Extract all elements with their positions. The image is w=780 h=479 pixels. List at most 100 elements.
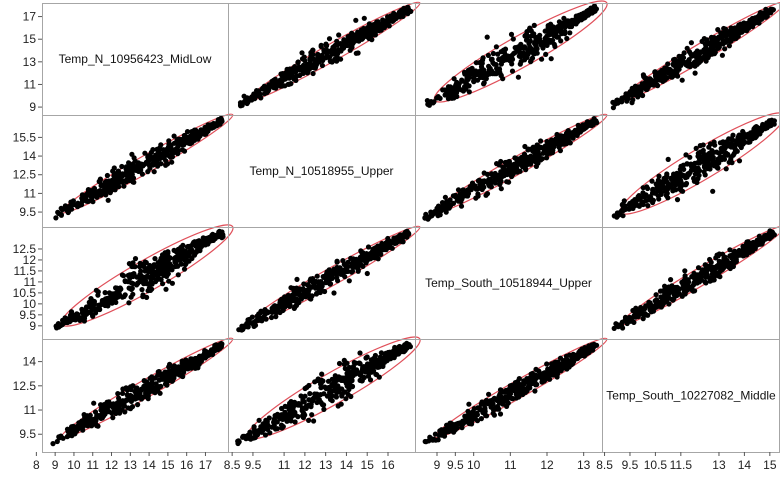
point: [547, 31, 553, 38]
point: [673, 187, 679, 193]
point: [82, 313, 88, 319]
point: [479, 399, 485, 405]
point: [357, 350, 363, 356]
point: [554, 131, 560, 138]
point: [535, 151, 542, 157]
point: [534, 46, 540, 52]
point: [624, 98, 630, 104]
point: [295, 414, 301, 420]
point: [338, 56, 344, 62]
point: [548, 371, 554, 377]
point: [723, 141, 729, 147]
points-temp-n-10518955-upper-vs-temp-n-10956423-midlow: [53, 115, 225, 221]
point: [315, 51, 321, 57]
point: [174, 249, 181, 256]
point: [494, 161, 500, 167]
point: [375, 21, 382, 27]
point: [498, 158, 504, 165]
point: [509, 68, 516, 74]
point: [336, 360, 343, 367]
points-temp-south-10518944-upper-vs-temp-n-10518955-upper: [236, 228, 412, 333]
point: [341, 38, 347, 44]
point: [390, 17, 396, 24]
point: [719, 147, 725, 153]
point: [158, 255, 164, 261]
point: [647, 305, 653, 311]
point: [668, 277, 674, 283]
point: [110, 180, 116, 186]
point: [719, 52, 726, 58]
point: [636, 193, 642, 199]
point: [311, 65, 317, 71]
point: [563, 353, 570, 359]
point: [158, 270, 164, 276]
point: [548, 56, 554, 62]
point: [759, 125, 765, 131]
point: [126, 300, 132, 306]
point: [563, 130, 570, 136]
point: [146, 266, 152, 272]
point: [301, 399, 307, 405]
point: [582, 11, 588, 17]
point: [114, 293, 120, 299]
point: [423, 211, 429, 217]
point: [318, 280, 324, 286]
point: [663, 188, 669, 195]
point: [709, 48, 715, 54]
point: [689, 53, 695, 59]
point: [378, 350, 384, 356]
point: [347, 379, 353, 385]
point: [543, 51, 549, 58]
point: [701, 54, 707, 60]
point: [203, 354, 209, 360]
point: [425, 101, 431, 107]
point: [129, 396, 135, 402]
point: [346, 278, 352, 284]
point: [340, 258, 346, 264]
point: [516, 376, 522, 382]
point: [331, 290, 337, 296]
point: [260, 85, 266, 91]
point: [665, 156, 671, 162]
point: [522, 44, 528, 50]
point: [523, 37, 530, 43]
point: [138, 268, 144, 274]
point: [368, 31, 374, 37]
point: [343, 263, 349, 269]
point: [186, 134, 192, 140]
point: [116, 406, 122, 412]
point: [688, 40, 695, 46]
point: [727, 247, 733, 253]
point: [91, 400, 97, 406]
point: [640, 72, 647, 78]
point: [684, 161, 691, 167]
point: [648, 194, 654, 200]
point: [323, 278, 330, 284]
point: [458, 203, 465, 209]
point: [65, 433, 71, 439]
point: [496, 66, 502, 72]
point: [524, 376, 530, 382]
point: [728, 253, 734, 259]
point: [701, 50, 708, 56]
point: [107, 295, 113, 301]
point: [319, 371, 325, 377]
point: [171, 363, 177, 369]
point: [269, 307, 276, 313]
point: [50, 441, 56, 447]
point: [629, 100, 635, 106]
point: [92, 409, 99, 415]
point: [529, 55, 536, 61]
point: [166, 278, 172, 284]
point: [110, 404, 116, 410]
point: [256, 417, 262, 423]
point: [483, 192, 489, 198]
point: [730, 263, 737, 270]
point: [628, 318, 634, 324]
point: [406, 342, 412, 348]
point: [123, 166, 129, 172]
point: [307, 56, 313, 62]
point: [741, 20, 747, 26]
point: [486, 63, 492, 69]
point: [369, 366, 375, 372]
